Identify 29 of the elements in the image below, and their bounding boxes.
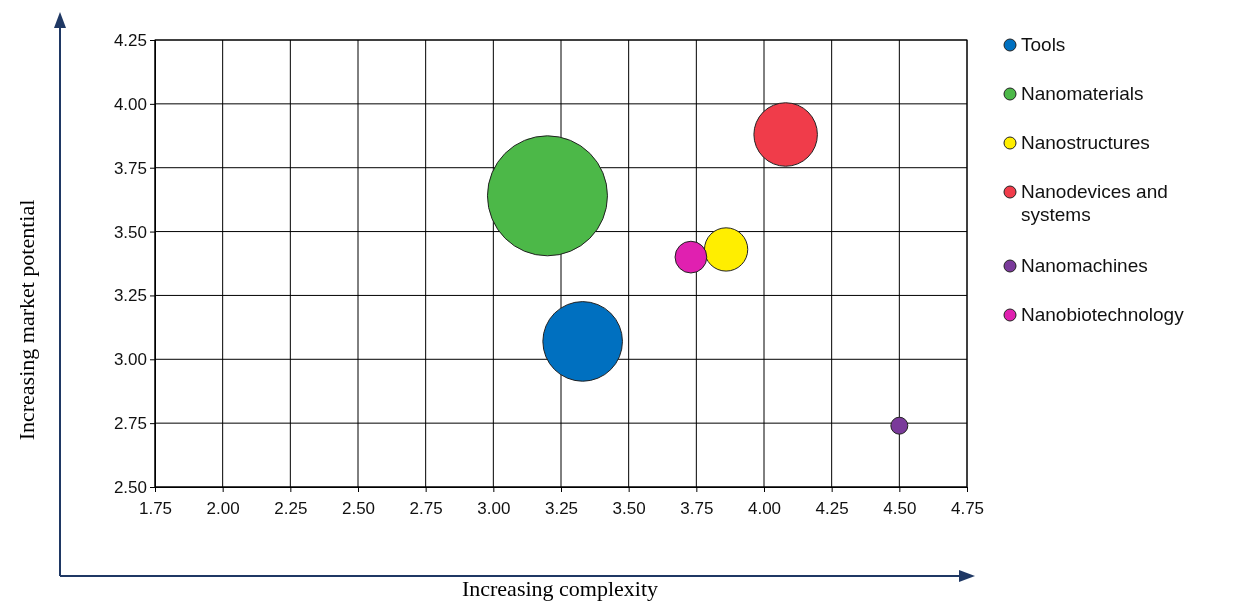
x-tick-label: 3.00 — [477, 498, 511, 518]
x-tick-label: 2.50 — [341, 498, 376, 518]
x-tick-label: 1.75 — [138, 498, 173, 518]
y-tick-label: 3.25 — [113, 286, 147, 306]
x-tick-label: 3.50 — [612, 498, 646, 518]
x-tick-label: 4.75 — [950, 498, 985, 518]
x-tick-label: 2.00 — [206, 498, 240, 518]
x-tick-label: 3.75 — [680, 498, 714, 518]
legend-label: Nanostructures — [1021, 132, 1150, 153]
legend-label: Nanodevices and systems — [1021, 181, 1168, 225]
x-tick-label: 2.25 — [274, 498, 308, 518]
y-tick-label: 3.50 — [113, 222, 147, 242]
y-tick-label: 4.00 — [113, 94, 147, 114]
legend-label: Nanomachines — [1021, 255, 1148, 276]
x-axis-title: Increasing complexity — [461, 576, 659, 601]
y-tick-label: 4.25 — [113, 30, 147, 50]
y-tick-label: 3.00 — [113, 350, 147, 370]
y-tick-label: 2.50 — [113, 477, 147, 497]
legend-label: Nanomaterials — [1021, 83, 1144, 104]
x-tick-label: 4.25 — [815, 498, 849, 518]
x-tick-label: 4.50 — [883, 498, 917, 518]
y-tick-label: 3.75 — [113, 158, 147, 178]
legend-label: Tools — [1021, 34, 1066, 55]
x-tick-label: 4.00 — [747, 498, 782, 518]
y-axis-title: Increasing market potential — [14, 199, 39, 441]
legend-label: Nanobiotechnology — [1021, 304, 1185, 325]
x-tick-label: 3.25 — [544, 498, 579, 518]
y-tick-label: 2.75 — [113, 414, 147, 434]
x-tick-label: 2.75 — [409, 498, 443, 518]
